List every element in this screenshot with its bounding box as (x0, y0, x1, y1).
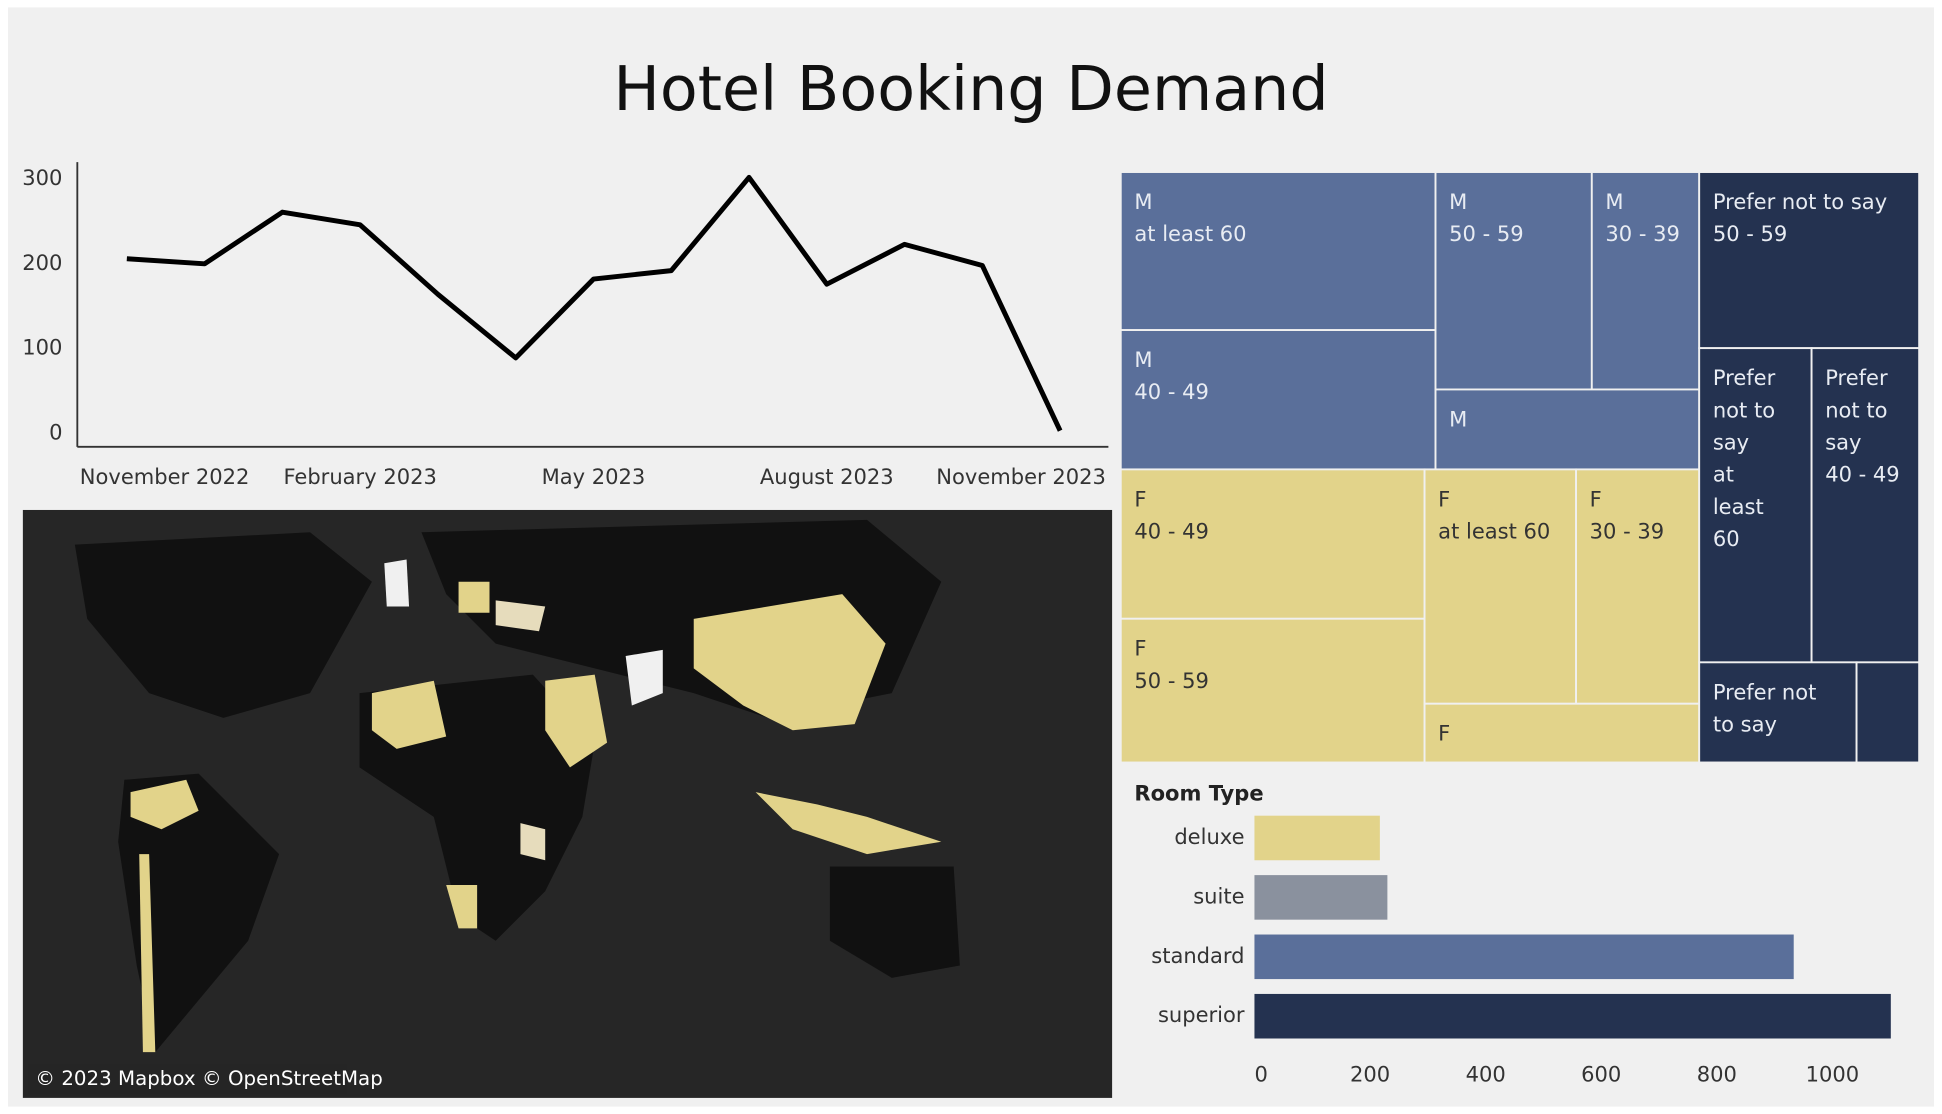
y-tick-label: superior (1158, 1002, 1245, 1027)
treemap-cell (1575, 468, 1701, 705)
line-series (126, 174, 1063, 432)
land (446, 885, 478, 929)
x-tick-label: 800 (1697, 1062, 1737, 1087)
land (74, 532, 372, 718)
map-attribution: © 2023 Mapbox © OpenStreetMap (35, 1067, 383, 1090)
bar (1254, 993, 1891, 1039)
treemap-label: 50 - 59 (1713, 221, 1787, 246)
y-tick-label: 300 (22, 165, 62, 190)
treemap-label: Prefer not to say (1713, 679, 1823, 736)
x-tick-label: August 2023 (760, 464, 894, 489)
treemap-cell (1698, 661, 1858, 764)
treemap-label: F (1590, 486, 1602, 511)
treemap-cell (1434, 171, 1593, 391)
attribution-background (27, 1064, 348, 1095)
y-tick-label: suite (1193, 883, 1244, 908)
treemap-cell (1810, 347, 1921, 664)
land (371, 680, 447, 749)
x-tick-label: 200 (1350, 1062, 1390, 1087)
y-tick-label: standard (1151, 943, 1244, 968)
treemap-label: F (1134, 486, 1146, 511)
bar (1254, 815, 1380, 861)
land (139, 854, 156, 1053)
treemap-label: 40 - 49 (1825, 462, 1899, 487)
x-tick-label: February 2023 (283, 464, 436, 489)
land (118, 773, 280, 1053)
map: © 2023 Mapbox © OpenStreetMap (22, 509, 1113, 1098)
treemap-cell (1119, 468, 1426, 620)
bar (1254, 875, 1388, 920)
treemap-cell (1590, 171, 1701, 391)
y-tick-label: deluxe (1174, 824, 1244, 849)
treemap-label: at least 60 (1713, 462, 1771, 551)
land (495, 600, 546, 632)
treemap-label: 40 - 49 (1134, 519, 1208, 544)
x-tick-label: November 2022 (80, 464, 250, 489)
treemap-label: M (1605, 189, 1623, 214)
treemap-label: F (1438, 486, 1450, 511)
land (520, 823, 546, 861)
y-tick-label: 0 (49, 419, 62, 444)
treemap-label: Prefer not to say (1713, 189, 1887, 214)
x-tick-label: November 2023 (936, 464, 1106, 489)
axis-title: Room Type (1134, 781, 1263, 806)
treemap-label: Prefer not to say (1713, 365, 1782, 454)
treemap-cell (1423, 702, 1701, 764)
dashboard-title: Hotel Booking Demand (613, 53, 1328, 125)
x-tick-label: 600 (1581, 1062, 1621, 1087)
treemap-label: 30 - 39 (1590, 519, 1664, 544)
treemap-label: 50 - 59 (1449, 221, 1523, 246)
x-tick-label: 1000 (1806, 1062, 1860, 1087)
treemap-label: at least 60 (1134, 221, 1246, 246)
treemap-cell (1698, 347, 1813, 664)
treemap-cell (1119, 171, 1437, 331)
treemap-label: M (1134, 347, 1152, 372)
treemap-label: M (1449, 189, 1467, 214)
land (384, 559, 410, 607)
x-tick-label: 0 (1254, 1062, 1267, 1087)
y-tick-label: 200 (22, 250, 62, 275)
treemap-label: F (1438, 721, 1450, 746)
treemap-cell (1698, 171, 1921, 350)
land (829, 866, 960, 978)
treemap-label: M (1449, 406, 1467, 431)
treemap-cell (1423, 468, 1577, 705)
treemap-label: F (1134, 636, 1146, 661)
treemap-label: Prefer not to say (1825, 365, 1894, 454)
x-tick-label: 400 (1466, 1062, 1506, 1087)
treemap-label: 30 - 39 (1605, 221, 1679, 246)
treemap-cell (1119, 329, 1437, 471)
land (545, 674, 608, 768)
x-tick-label: May 2023 (542, 464, 646, 489)
land (130, 779, 199, 830)
treemap-label: M (1134, 189, 1152, 214)
treemap-cell (1434, 388, 1701, 471)
treemap-label: 50 - 59 (1134, 668, 1208, 693)
treemap-cell (1855, 661, 1921, 764)
land (625, 649, 663, 706)
treemap-label: 40 - 49 (1134, 379, 1208, 404)
land (755, 792, 942, 855)
treemap-label: at least 60 (1438, 519, 1550, 544)
treemap-cell (1119, 617, 1426, 764)
y-tick-label: 100 (22, 335, 62, 360)
land (458, 581, 490, 613)
bar (1254, 934, 1794, 980)
land (693, 594, 886, 731)
